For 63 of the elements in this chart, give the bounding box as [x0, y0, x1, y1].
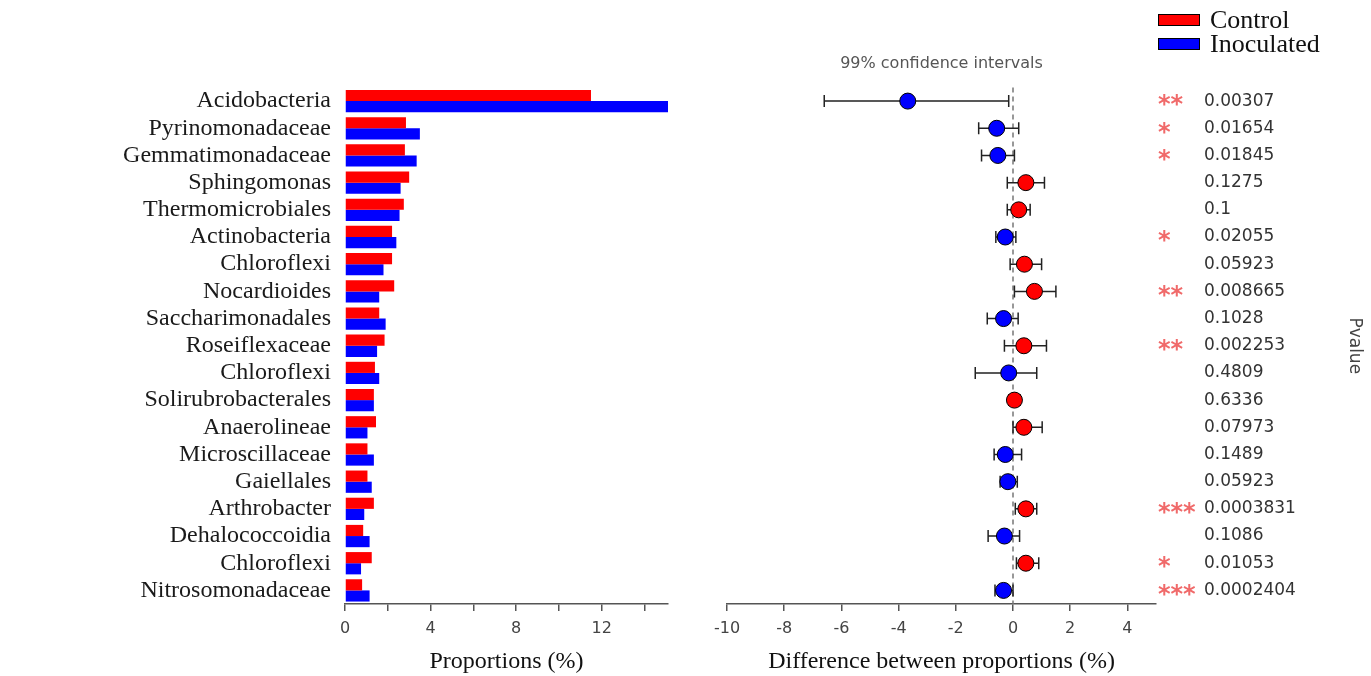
y-tick-label: Microscillaceae: [179, 439, 331, 466]
y2-tick-label: *: [1158, 144, 1171, 173]
y-tick-label: Anaerolineae: [203, 412, 331, 439]
x-tick-label: 4: [425, 617, 436, 637]
y2-tick-label: **: [1158, 90, 1184, 119]
y-tick-label: 0.1028: [1204, 306, 1264, 327]
x-axis-title: Proportions (%): [429, 646, 584, 673]
y-tick-label: 0.008665: [1204, 279, 1286, 300]
y-tick-label: 0.1489: [1204, 442, 1264, 463]
y2-tick-label: *: [1158, 226, 1171, 255]
x-tick-label: -10: [713, 617, 741, 637]
y-tick-label: 0.07973: [1204, 415, 1275, 436]
x-tick-label: -4: [890, 617, 907, 637]
x-tick-label: 12: [591, 617, 612, 637]
y-tick-label: Sphingomonas: [188, 167, 331, 194]
y-tick-label: Acidobacteria: [196, 86, 332, 113]
y2-tick-label: ***: [1158, 498, 1197, 527]
x-tick-label: 0: [339, 617, 351, 637]
y-tick-label: 0.4809: [1204, 361, 1264, 382]
x-tick-label: 8: [511, 617, 522, 637]
y-tick-label: 0.1086: [1204, 524, 1264, 545]
y-axis-title: Pvalue: [1346, 317, 1367, 375]
y-tick-label: Chloroflexi: [220, 249, 332, 276]
y-tick-label: 0.1275: [1204, 171, 1264, 192]
y-tick-label: 0.0002404: [1204, 578, 1296, 599]
y-tick-label: 0.01654: [1204, 116, 1275, 137]
y-tick-label: 0.02055: [1204, 225, 1275, 246]
x-tick-label: 4: [1122, 617, 1133, 637]
x-tick-label: -8: [776, 617, 793, 637]
x-tick-label: -2: [947, 617, 964, 637]
y-tick-label: Roseiflexaceae: [185, 331, 331, 358]
y-tick-label: 0.05923: [1204, 252, 1275, 273]
y2-tick-label: *: [1158, 552, 1171, 581]
y2-tick-label: **: [1158, 334, 1184, 363]
y-tick-label: Chloroflexi: [220, 548, 332, 575]
y-tick-label: Gemmatimonadaceae: [123, 140, 331, 167]
y-tick-label: 0.0003831: [1204, 497, 1296, 518]
y2-tick-label: ***: [1158, 579, 1197, 608]
y-tick-label: Gaiellales: [235, 466, 331, 493]
y-tick-label: Nitrosomonadaceae: [140, 575, 331, 602]
y2-tick-label: *: [1158, 117, 1171, 146]
y-tick-label: Thermomicrobiales: [143, 195, 331, 222]
x-tick-label: 0: [1007, 617, 1019, 637]
y-tick-label: Solirubrobacterales: [144, 385, 331, 412]
y-tick-label: 0.6336: [1204, 388, 1264, 409]
y-tick-label: Actinobacteria: [189, 222, 332, 249]
y2-tick-label: **: [1158, 280, 1184, 309]
y-tick-label: 0.01845: [1204, 143, 1275, 164]
y-tick-label: Pyrinomonadaceae: [148, 113, 331, 140]
y-tick-label: 0.002253: [1204, 334, 1286, 355]
y-tick-label: Nocardioides: [203, 276, 331, 303]
chart-title: 99% confidence intervals: [840, 53, 1043, 73]
y-tick-label: 0.1: [1204, 198, 1232, 219]
x-axis-title: Difference between proportions (%): [768, 646, 1115, 673]
x-tick-label: -6: [833, 617, 850, 637]
y-tick-label: 0.00307: [1204, 89, 1275, 110]
y-tick-label: Saccharimonadales: [145, 303, 331, 330]
y-tick-label: Arthrobacter: [208, 494, 331, 521]
x-tick-label: 2: [1065, 617, 1076, 637]
y-tick-label: Chloroflexi: [220, 358, 332, 385]
y-tick-label: 0.01053: [1204, 551, 1275, 572]
y-tick-label: Dehalococcoidia: [169, 521, 332, 548]
y-tick-label: 0.05923: [1204, 470, 1275, 491]
